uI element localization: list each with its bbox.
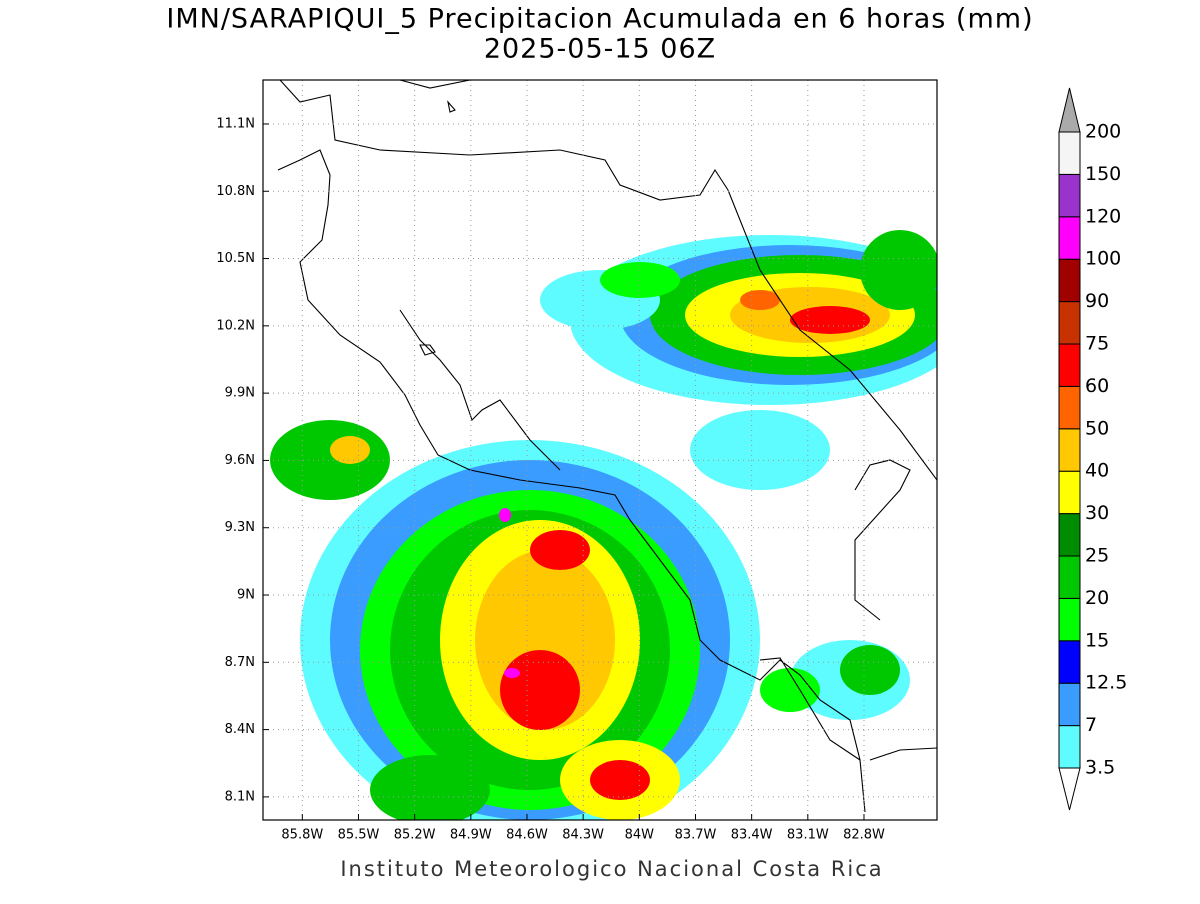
colorbar-band [1058, 301, 1081, 345]
colorbar-label: 50 [1085, 417, 1109, 439]
x-tick-label: 83.1W [787, 828, 829, 843]
colorbar-band [1058, 385, 1081, 430]
y-tick-label: 9.3N [225, 520, 255, 535]
colorbar-band [1058, 428, 1081, 472]
colorbar-band [1058, 725, 1081, 769]
y-tick-label: 9.9N [225, 386, 255, 401]
colorbar-label: 120 [1085, 205, 1121, 227]
colorbar-band [1058, 258, 1081, 303]
colorbar-label: 30 [1085, 502, 1109, 524]
colorbar-label: 60 [1085, 375, 1109, 397]
colorbar-label: 75 [1085, 333, 1109, 355]
colorbar-label: 12.5 [1085, 672, 1127, 694]
colorbar-label: 100 [1085, 248, 1121, 270]
colorbar-label: 15 [1085, 629, 1109, 651]
x-tick-label: 85.8W [281, 828, 323, 843]
footer: Instituto Meteorologico Nacional Costa R… [340, 857, 883, 881]
colorbar-band [1058, 640, 1081, 684]
y-tick-label: 10.2N [216, 318, 255, 333]
colorbar-band [1058, 555, 1081, 599]
colorbar-label: 40 [1085, 460, 1109, 482]
x-tick-label: 84.3W [562, 828, 604, 843]
colorbar-band [1058, 173, 1081, 218]
subtitle: 2025-05-15 06Z [484, 34, 716, 65]
colorbar-band [1058, 343, 1081, 387]
map-frame [262, 79, 938, 821]
colorbar-label: 7 [1085, 714, 1097, 736]
x-tick-label: 84W [625, 828, 655, 843]
colorbar-band [1058, 682, 1081, 727]
colorbar-label: 90 [1085, 290, 1109, 312]
grid [263, 80, 937, 820]
x-tick-label: 83.7W [675, 828, 717, 843]
colorbar-over [1058, 87, 1081, 133]
x-tick-label: 84.9W [450, 828, 492, 843]
colorbar-band [1058, 513, 1081, 557]
precip-ne [540, 230, 937, 490]
y-tick-label: 11.1N [216, 116, 255, 131]
colorbar: 3.5 7 12.5 15 20 25 30 40 50 60 75 90 100 120 150 200 [1058, 87, 1127, 811]
y-tick-label: 10.5N [216, 251, 255, 266]
y-tick-label: 9N [237, 588, 255, 603]
x-tick-label: 85.5W [338, 828, 380, 843]
y-tick-label: 8.1N [225, 789, 255, 804]
colorbar-band [1058, 597, 1081, 642]
colorbar-band [1058, 216, 1081, 260]
colorbar-label: 150 [1085, 163, 1121, 185]
y-tick-label: 8.7N [225, 655, 255, 670]
y-tick-label: 8.4N [225, 722, 255, 737]
colorbar-label: 20 [1085, 587, 1109, 609]
x-tick-label: 85.2W [394, 828, 436, 843]
x-tick-label: 83.4W [731, 828, 773, 843]
x-tick-label: 82.8W [843, 828, 885, 843]
coastlines [277, 80, 937, 813]
x-tick-label: 84.6W [506, 828, 548, 843]
colorbar-label: 200 [1085, 121, 1121, 143]
title: IMN/SARAPIQUI_5 Precipitacion Acumulada … [166, 4, 1033, 35]
colorbar-label: 3.5 [1085, 757, 1115, 779]
colorbar-label: 25 [1085, 545, 1109, 567]
colorbar-band [1058, 470, 1081, 515]
y-tick-label: 10.8N [216, 184, 255, 199]
colorbar-band [1058, 131, 1081, 175]
y-tick-label: 9.6N [225, 453, 255, 468]
colorbar-under [1058, 767, 1081, 811]
